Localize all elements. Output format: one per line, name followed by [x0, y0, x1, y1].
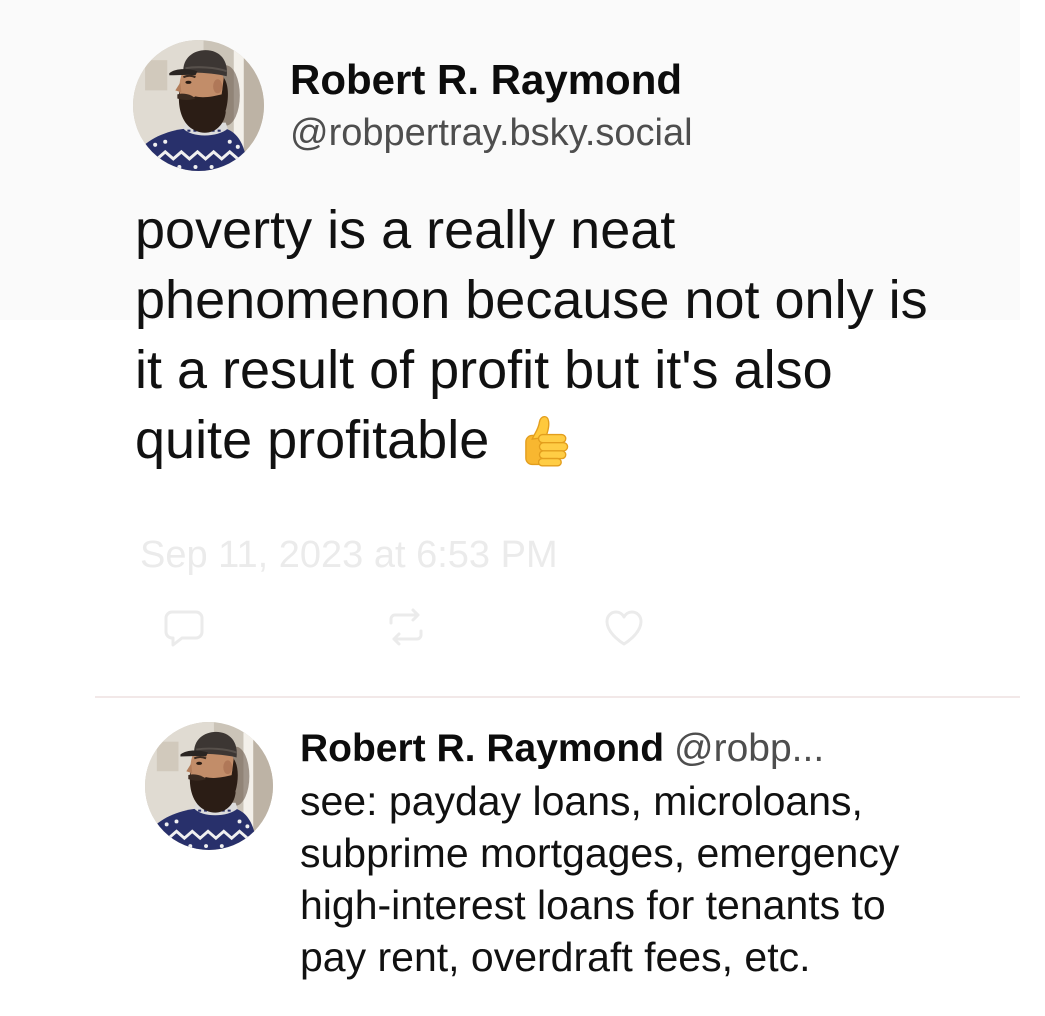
- divider: [95, 696, 1020, 698]
- reply-button[interactable]: [160, 603, 208, 651]
- repost-icon: [389, 608, 423, 646]
- post-text-line: poverty is a really neat: [135, 200, 676, 260]
- reply-icon: [164, 610, 204, 647]
- reply-text-line: pay rent, overdraft fees, etc.: [300, 934, 811, 980]
- reply-text: see: payday loans, microloans, subprime …: [300, 775, 899, 983]
- repost-button[interactable]: [382, 603, 430, 651]
- like-icon: [605, 610, 643, 646]
- avatar-photo: [133, 40, 264, 171]
- reply-avatar[interactable]: [145, 722, 273, 850]
- post-text-line: quite profitable: [135, 405, 928, 475]
- post-text-line: it a result of profit but it's also: [135, 340, 833, 400]
- author-display-name[interactable]: Robert R. Raymond: [290, 56, 683, 103]
- reply-author-handle[interactable]: @robp...: [674, 727, 825, 770]
- thumbs-up-icon: [515, 411, 573, 469]
- post-text-line-text: quite profitable: [135, 410, 490, 470]
- reply-author-display-name[interactable]: Robert R. Raymond: [300, 727, 665, 770]
- reply-text-line: see: payday loans, microloans,: [300, 778, 863, 824]
- post-timestamp: Sep 11, 2023 at 6:53 PM: [140, 534, 558, 576]
- like-button[interactable]: [600, 603, 648, 651]
- avatar-photo: [145, 722, 273, 850]
- reply-header: Robert R. Raymond @robp...: [300, 725, 824, 772]
- author-handle[interactable]: @robpertray.bsky.social: [290, 112, 693, 154]
- reply-text-line: high-interest loans for tenants to: [300, 882, 886, 928]
- reply-text-line: subprime mortgages, emergency: [300, 830, 900, 876]
- avatar[interactable]: [133, 40, 264, 171]
- post-text-line: phenomenon because not only is: [135, 270, 928, 330]
- post-text: poverty is a really neat phenomenon beca…: [135, 195, 928, 475]
